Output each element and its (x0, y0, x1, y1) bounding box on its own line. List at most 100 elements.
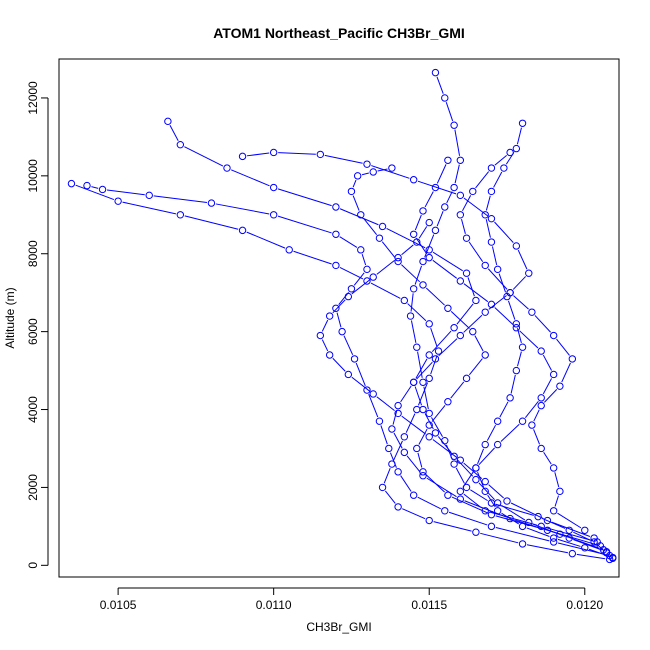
data-point (425, 374, 433, 383)
data-point (472, 464, 480, 472)
series-segment (410, 293, 414, 312)
data-point (543, 516, 552, 525)
series-segment (355, 362, 366, 387)
data-point (525, 269, 533, 277)
data-point (605, 555, 614, 564)
series-segment (517, 249, 528, 270)
data-point (512, 144, 521, 153)
data-point (347, 187, 356, 196)
data-point (425, 320, 433, 328)
series-segment (513, 295, 529, 310)
series-segment (381, 241, 396, 259)
data-point (425, 409, 433, 418)
series-segment (494, 154, 507, 166)
data-point (413, 343, 421, 351)
series-segment (401, 415, 426, 435)
series-segment (468, 241, 484, 262)
data-point (238, 226, 247, 235)
data-point (556, 530, 564, 538)
series-segment (401, 264, 421, 283)
data-point (176, 211, 185, 219)
data-point (350, 355, 359, 363)
series-segment (376, 260, 395, 275)
series-segment (474, 335, 484, 352)
data-point (506, 394, 514, 402)
data-point (375, 234, 384, 242)
series-segment (106, 189, 145, 196)
data-point (357, 211, 365, 219)
series-segment (352, 179, 357, 188)
series-segment (445, 102, 454, 122)
series-segment (557, 542, 606, 556)
series-segment (321, 319, 329, 332)
series-segment (437, 436, 452, 454)
data-point (462, 234, 471, 242)
series-segment (418, 226, 428, 239)
series-segment (416, 361, 433, 380)
data-point (444, 156, 452, 164)
series-segment (376, 396, 395, 412)
data-point (528, 421, 536, 429)
data-point (441, 436, 449, 445)
data-point (441, 203, 449, 211)
data-point (269, 211, 278, 219)
series-segment (338, 291, 350, 306)
series-segment (153, 195, 208, 204)
series-segment (487, 268, 508, 290)
data-point (363, 386, 371, 394)
data-point (434, 347, 443, 355)
data-point (487, 522, 496, 531)
series-segment (430, 355, 438, 375)
series-segment (184, 146, 224, 167)
data-point (456, 331, 465, 340)
series-segment (512, 276, 527, 290)
series-segment (526, 544, 569, 554)
data-point (363, 277, 371, 285)
series-segment (495, 526, 550, 542)
data-point (425, 351, 433, 359)
series-segment (246, 231, 286, 249)
plot-frame (58, 58, 620, 578)
data-point (537, 522, 545, 531)
data-point (581, 544, 589, 552)
data-point (503, 497, 511, 505)
data-point (419, 472, 427, 480)
data-point (413, 238, 421, 246)
series-segment (363, 217, 378, 235)
series-segment (519, 330, 539, 349)
data-point (67, 179, 76, 188)
series-segment (543, 389, 558, 403)
data-point (409, 230, 418, 238)
data-point (413, 444, 421, 453)
x-tick-label: 0.0115 (411, 598, 447, 612)
series-segment (542, 354, 552, 371)
data-point (385, 444, 393, 453)
series-segment (542, 517, 566, 529)
series-segment (425, 474, 445, 493)
series-profile-8 (409, 156, 601, 546)
series-segment (557, 512, 582, 529)
data-point (378, 222, 387, 231)
data-point (425, 253, 433, 262)
series-segment (406, 455, 421, 473)
series-segment (557, 538, 581, 547)
y-tick-label: 6000 (26, 318, 40, 345)
series-segment (573, 539, 603, 551)
series-segment (336, 312, 342, 328)
data-point (568, 355, 577, 363)
series-segment (332, 299, 346, 314)
series-segment (426, 477, 457, 498)
x-tick-label: 0.0110 (256, 598, 292, 612)
series-segment (400, 475, 412, 492)
data-point (419, 281, 427, 289)
data-point (394, 401, 402, 410)
x-tick-label: 0.0105 (100, 598, 137, 612)
data-point (316, 331, 325, 340)
series-profile-1 (406, 68, 617, 563)
series-profile-10 (316, 218, 598, 542)
series-segment (75, 184, 115, 201)
data-point (512, 366, 521, 375)
series-segment (415, 358, 428, 379)
series-segment (361, 253, 367, 266)
series-segment (389, 452, 397, 468)
